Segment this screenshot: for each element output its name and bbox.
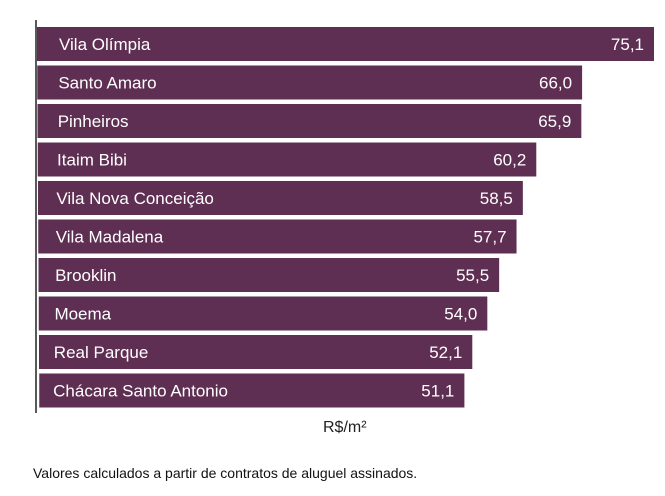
bar-value-label: 66,0 xyxy=(539,74,572,93)
bar-value-label: 57,7 xyxy=(473,228,506,247)
bar-value-label: 60,2 xyxy=(493,151,526,170)
bar xyxy=(38,258,500,292)
bar xyxy=(38,296,488,331)
bar xyxy=(39,373,465,408)
footnote: Valores calculados a partir de contratos… xyxy=(33,465,418,481)
bar xyxy=(38,181,523,215)
bar-value-label: 51,1 xyxy=(421,382,454,401)
bar-category-label: Chácara Santo Antonio xyxy=(53,382,228,401)
bar-category-label: Itaim Bibi xyxy=(57,151,127,170)
bar-value-label: 65,9 xyxy=(538,112,571,131)
bar-category-label: Vila Olímpia xyxy=(59,35,151,54)
bar-value-label: 54,0 xyxy=(444,305,477,324)
bar-value-label: 75,1 xyxy=(611,35,644,54)
bar xyxy=(39,335,473,369)
bar-chart: Vila Olímpia 75,1 Santo Amaro 66,0 Pinheiros… xyxy=(35,20,654,413)
bar-category-label: Brooklin xyxy=(55,266,116,285)
bar-value-label: 58,5 xyxy=(480,189,513,208)
bars-group: Vila Olímpia 75,1 Santo Amaro 66,0 Pinheiros… xyxy=(37,27,654,408)
bar-category-label: Santo Amaro xyxy=(58,74,156,93)
bar-value-label: 52,1 xyxy=(429,343,462,362)
bar xyxy=(37,104,582,138)
bar-category-label: Moema xyxy=(54,305,111,324)
bar-value-label: 55,5 xyxy=(456,266,489,285)
bar xyxy=(37,65,583,100)
bar xyxy=(37,142,537,177)
bar xyxy=(37,27,654,61)
x-axis-label: R$/m² xyxy=(323,419,367,436)
bar-category-label: Vila Madalena xyxy=(56,228,164,247)
bar xyxy=(38,219,517,254)
bar-category-label: Real Parque xyxy=(54,343,149,362)
bar-category-label: Pinheiros xyxy=(58,112,129,131)
bar-category-label: Vila Nova Conceição xyxy=(56,189,214,208)
